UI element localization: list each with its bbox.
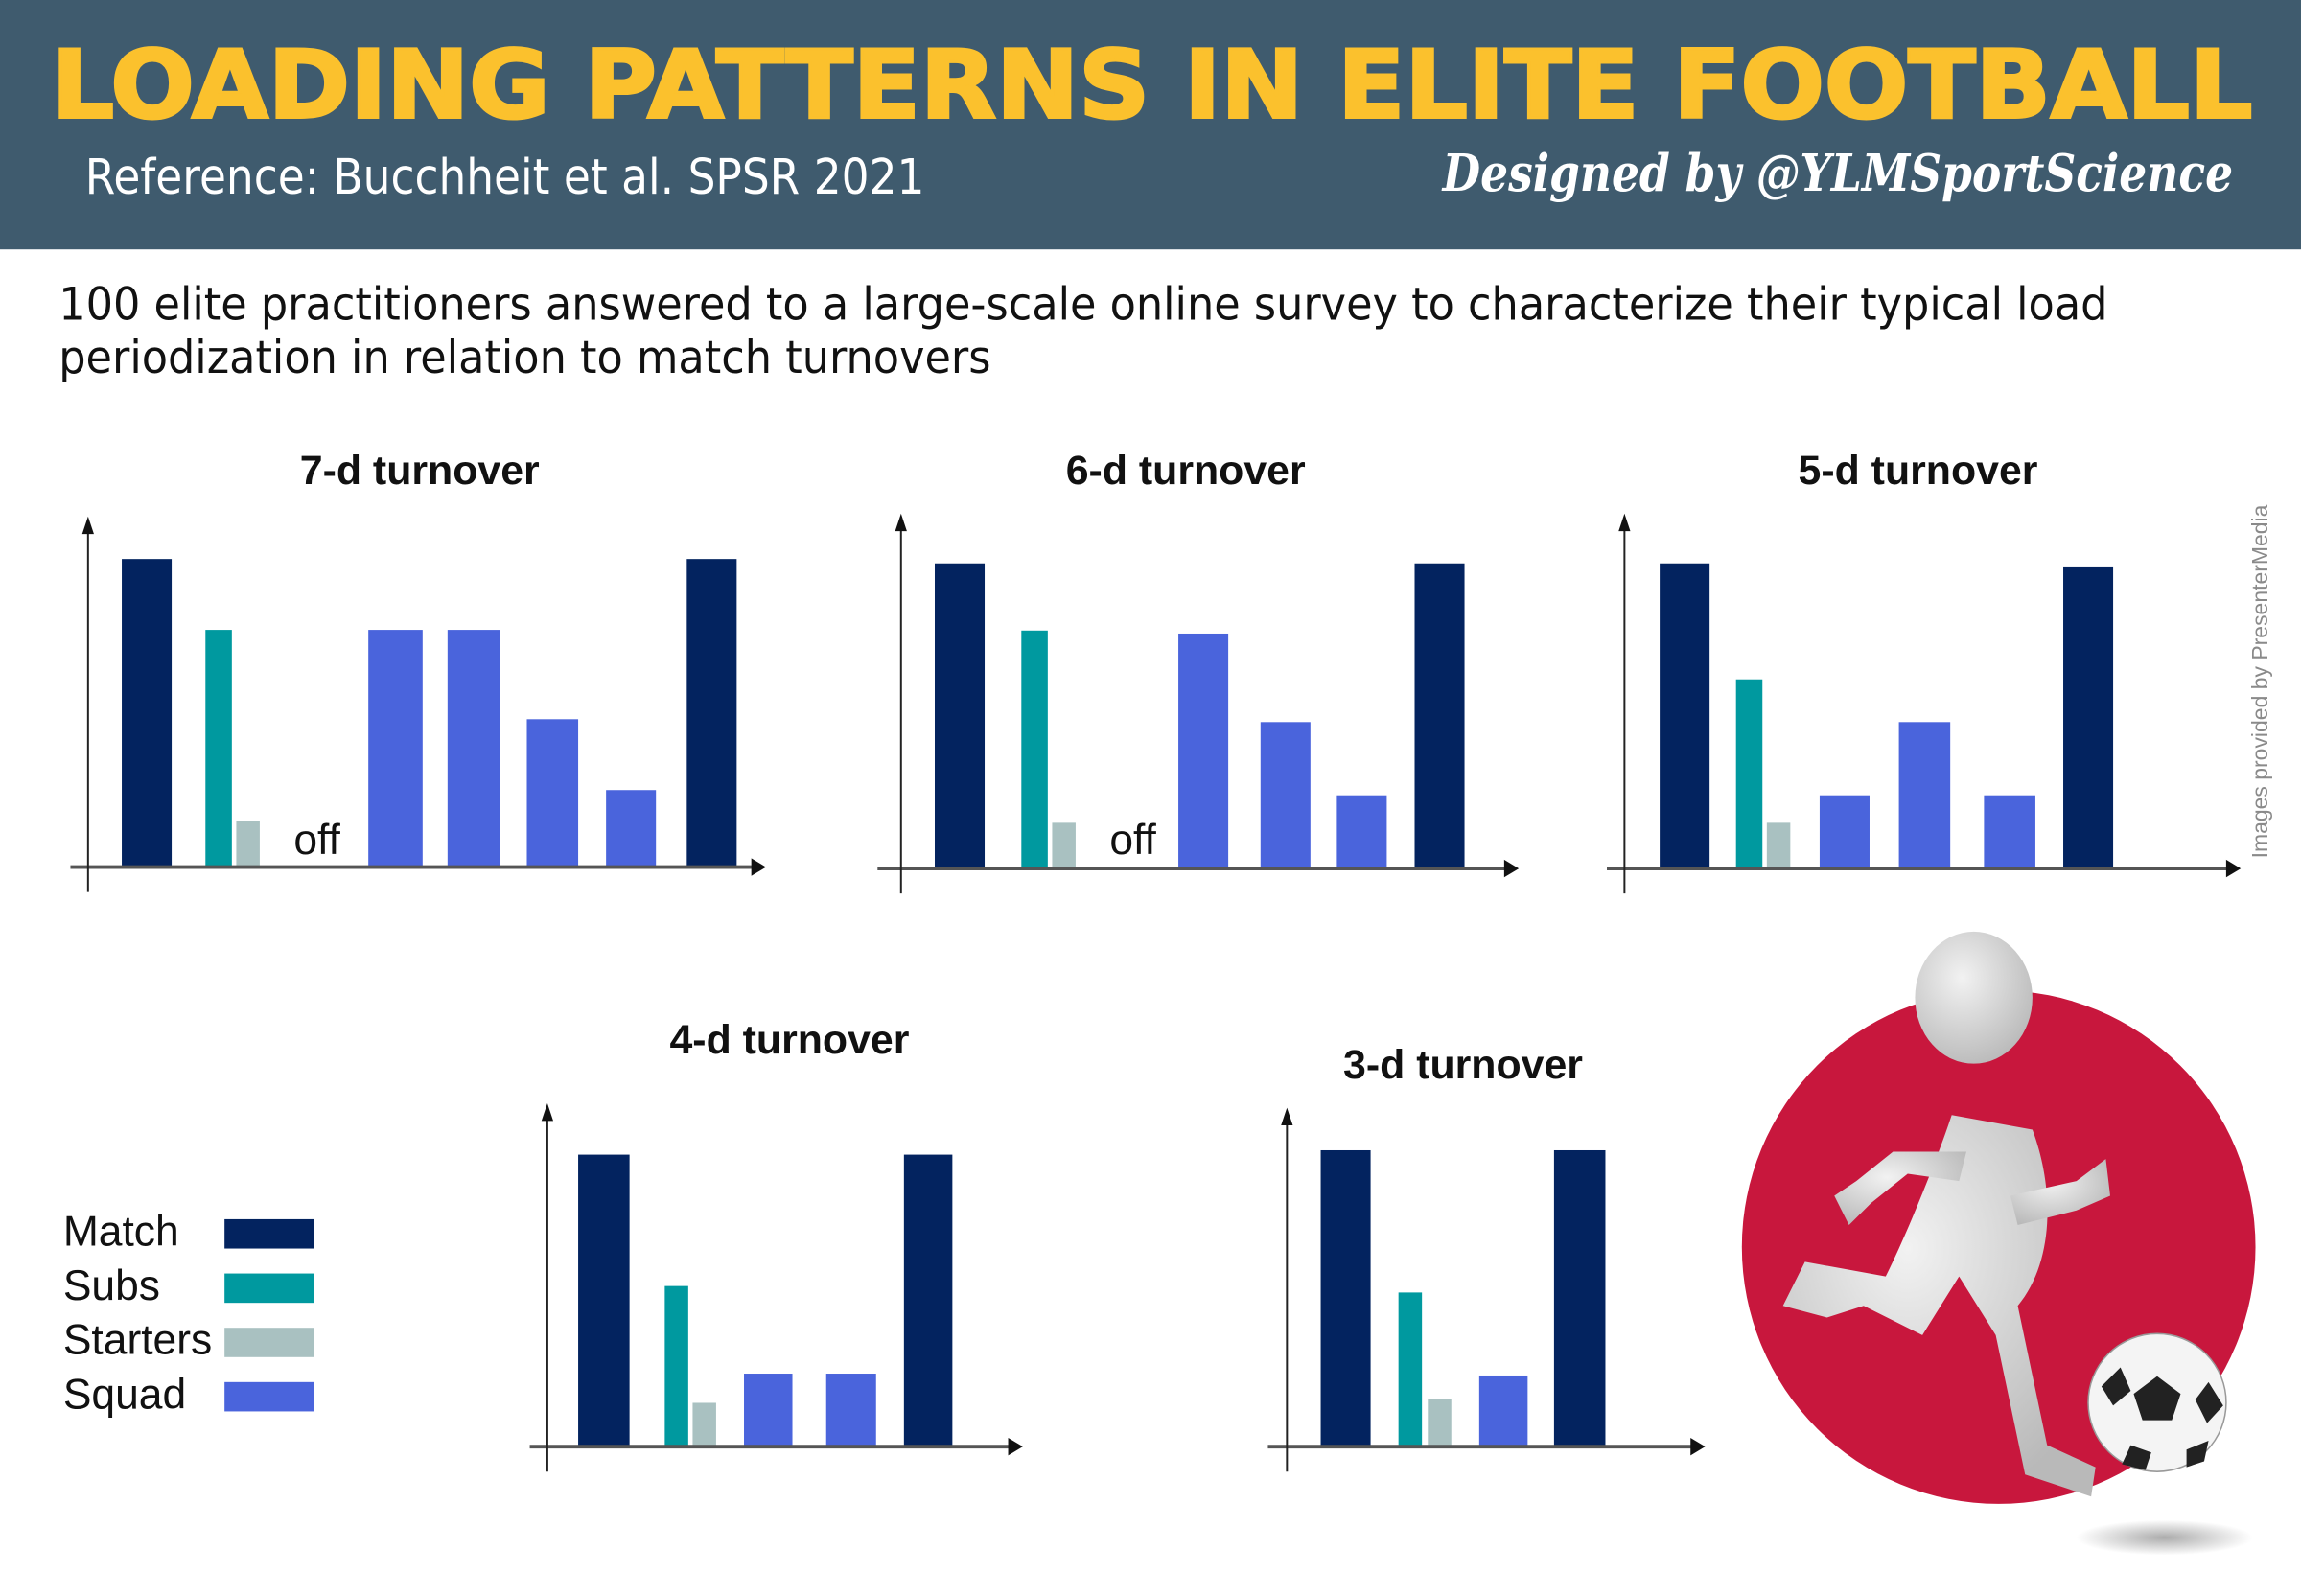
chart-title: 5-d turnover [1799, 448, 2038, 494]
bar-squad [1819, 795, 1870, 869]
y-axis-arrow-icon [1618, 513, 1631, 532]
off-day-label: off [1109, 817, 1156, 864]
chart-title: 6-d turnover [1066, 448, 1306, 494]
bar-subs [205, 630, 232, 867]
bar-squad [744, 1374, 793, 1447]
legend: Match Subs Starters Squad [63, 1206, 314, 1423]
chart-title: 4-d turnover [669, 1017, 909, 1063]
bar-squad [526, 719, 579, 867]
legend-swatch [224, 1218, 314, 1248]
bar-starters [692, 1402, 716, 1447]
header-banner: LOADING PATTERNS IN ELITE FOOTBALL Refer… [0, 0, 2301, 250]
legend-label: Squad [62, 1372, 187, 1420]
bar-match [1660, 563, 1710, 869]
intro-text: 100 elite practitioners answered to a la… [58, 278, 2108, 385]
chart-title: 7-d turnover [300, 448, 540, 494]
y-axis-arrow-icon [81, 516, 94, 535]
bar-squad [1984, 795, 2035, 869]
x-axis-arrow-icon [1008, 1437, 1023, 1456]
designed-by-credit: Designed by @YLMSportScience [1443, 143, 2234, 204]
legend-swatch [224, 1272, 314, 1303]
y-axis-arrow-icon [541, 1103, 554, 1122]
page-title: LOADING PATTERNS IN ELITE FOOTBALL [52, 31, 2253, 140]
bar-match [686, 559, 737, 867]
bar-squad [606, 790, 657, 867]
bar-squad [447, 630, 500, 867]
legend-label: Starters [62, 1317, 213, 1365]
legend-item-subs: Subs [63, 1261, 314, 1315]
bar-subs [1398, 1292, 1423, 1447]
y-axis-arrow-icon [895, 513, 907, 532]
x-axis-arrow-icon [1690, 1437, 1706, 1456]
bar-squad [1178, 633, 1229, 869]
bar-match [934, 563, 986, 869]
ball-shadow [2076, 1519, 2253, 1556]
bar-squad [825, 1374, 876, 1447]
legend-item-starters: Starters [63, 1314, 314, 1369]
bar-starters [1428, 1399, 1452, 1447]
legend-label: Subs [62, 1262, 161, 1310]
bar-starters [236, 821, 260, 867]
bar-squad [1898, 722, 1951, 869]
bar-match [2063, 566, 2114, 869]
legend-item-match: Match [63, 1206, 314, 1261]
bar-squad [1260, 722, 1311, 869]
off-day-label: off [293, 817, 340, 864]
x-axis-arrow-icon [1503, 859, 1520, 878]
bar-match [1553, 1149, 1606, 1447]
bar-squad [1336, 795, 1387, 869]
y-axis-arrow-icon [1281, 1107, 1293, 1125]
stick-figure [1782, 931, 2111, 1497]
bar-subs [1021, 630, 1048, 869]
bar-match [122, 559, 173, 867]
bar-squad [368, 630, 423, 867]
reference-text: Reference: Bucchheit et al. SPSR 2021 [84, 148, 925, 206]
x-axis-arrow-icon [751, 858, 766, 876]
bar-match [1320, 1149, 1371, 1447]
legend-label: Match [62, 1209, 179, 1257]
x-axis-arrow-icon [2225, 859, 2242, 878]
bar-subs [664, 1285, 688, 1447]
soccer-ball-icon [2087, 1332, 2227, 1472]
football-player-illustration [1741, 931, 2256, 1556]
bar-match [1414, 563, 1465, 869]
bar-match [578, 1154, 630, 1447]
legend-swatch [224, 1327, 314, 1357]
bar-subs [1735, 679, 1763, 869]
legend-swatch [224, 1381, 314, 1411]
title-wrapper: LOADING PATTERNS IN ELITE FOOTBALL [50, 30, 2254, 142]
bar-starters [1052, 822, 1076, 869]
bar-squad [1478, 1375, 1528, 1447]
bar-starters [1766, 822, 1791, 869]
chart-title: 3-d turnover [1343, 1042, 1583, 1088]
bar-match [903, 1154, 953, 1447]
watermark-credit: Images provided by PresenterMedia [2247, 504, 2273, 859]
legend-item-squad: Squad [63, 1369, 314, 1423]
